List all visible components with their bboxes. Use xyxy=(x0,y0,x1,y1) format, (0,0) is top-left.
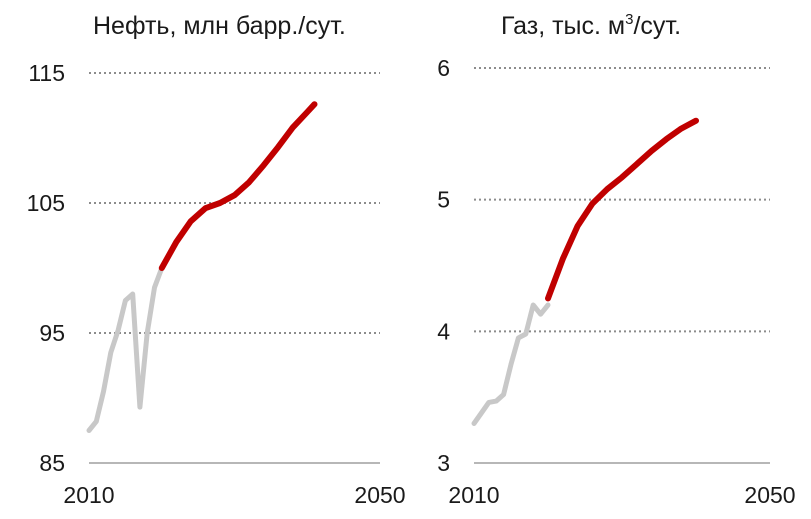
oil-chart: Нефть, млн барр./сут. 85 95 105 115 2010 2050 xyxy=(0,0,405,519)
gas-chart-title: Газ, тыс. м3/сут. xyxy=(501,12,681,41)
historical-series-line xyxy=(471,302,551,426)
y-tick-label: 95 xyxy=(39,320,65,346)
x-tick-label: 2050 xyxy=(744,482,795,508)
forecast-series-line xyxy=(545,117,699,302)
gas-title-superscript: 3 xyxy=(625,11,634,28)
forecast-series-line xyxy=(158,101,318,271)
y-tick-label: 6 xyxy=(437,55,450,81)
historical-series-line xyxy=(86,265,165,433)
x-tick-label: 2050 xyxy=(354,482,405,508)
oil-chart-plot: 85 95 105 115 2010 2050 xyxy=(27,60,405,508)
y-tick-label: 105 xyxy=(27,190,65,216)
x-tick-label: 2010 xyxy=(63,482,114,508)
oil-chart-title: Нефть, млн барр./сут. xyxy=(93,12,346,40)
gas-chart: Газ, тыс. м3/сут. 3 4 5 6 2010 2050 xyxy=(405,0,811,519)
y-tick-label: 5 xyxy=(437,187,450,213)
y-tick-label: 115 xyxy=(28,60,65,86)
y-tick-label: 85 xyxy=(39,450,65,476)
gas-chart-plot: 3 4 5 6 2010 2050 xyxy=(437,55,795,508)
y-tick-label: 3 xyxy=(437,450,450,476)
y-tick-label: 4 xyxy=(437,318,450,344)
gas-title-main: Газ, тыс. м xyxy=(501,12,626,40)
x-tick-label: 2010 xyxy=(448,482,499,508)
gas-title-suffix: /сут. xyxy=(633,12,682,40)
